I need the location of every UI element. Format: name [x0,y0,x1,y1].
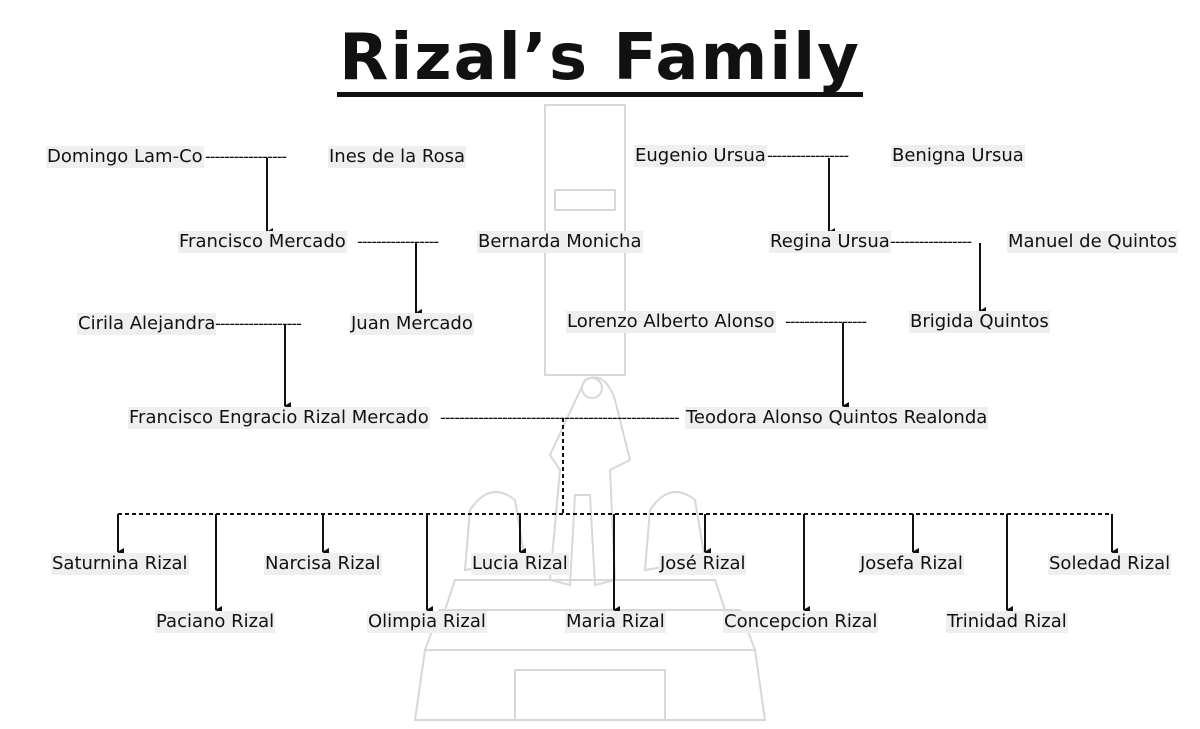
person-manuel: Manuel de Quintos [1007,231,1178,253]
child-soledad: Soledad Rizal [1048,553,1172,575]
person-lorenzo: Lorenzo Alberto Alonso [566,311,776,333]
child-saturnina: Saturnina Rizal [51,553,189,575]
person-brigida: Brigida Quintos [909,311,1050,333]
child-concepcion: Concepcion Rizal [723,611,879,633]
page-title: Rizal’s Family [337,21,863,97]
marriage-link: ------------------ [215,314,302,333]
person-bernarda: Bernarda Monicha [477,231,643,253]
person-benigna: Benigna Ursua [891,145,1025,167]
child-paciano: Paciano Rizal [155,611,276,633]
marriage-link: ----------------- [785,312,867,331]
person-regina: Regina Ursua [769,231,891,253]
marriage-link: ----------------- [767,146,849,165]
child-trinidad: Trinidad Rizal [946,611,1068,633]
child-lucia: Lucia Rizal [471,553,569,575]
person-juan: Juan Mercado [350,313,474,335]
person-teodora: Teodora Alonso Quintos Realonda [685,407,989,429]
marriage-link: ----------------- [357,232,439,251]
person-francisco-engracio: Francisco Engracio Rizal Mercado [128,407,430,429]
child-josefa: Josefa Rizal [859,553,964,575]
person-eugenio: Eugenio Ursua [634,145,767,167]
child-narcisa: Narcisa Rizal [264,553,382,575]
child-jose: José Rizal [659,553,747,575]
person-cirila: Cirila Alejandra [77,313,217,335]
person-francisco-mercado: Francisco Mercado [178,231,347,253]
marriage-link: ----------------- [205,147,287,166]
marriage-link: ----------------- [890,232,972,251]
child-maria: Maria Rizal [565,611,666,633]
person-domingo: Domingo Lam-Co [46,146,204,168]
marriage-link: ----------------------------------------… [440,408,680,427]
child-olimpia: Olimpia Rizal [367,611,487,633]
person-ines: Ines de la Rosa [328,146,466,168]
